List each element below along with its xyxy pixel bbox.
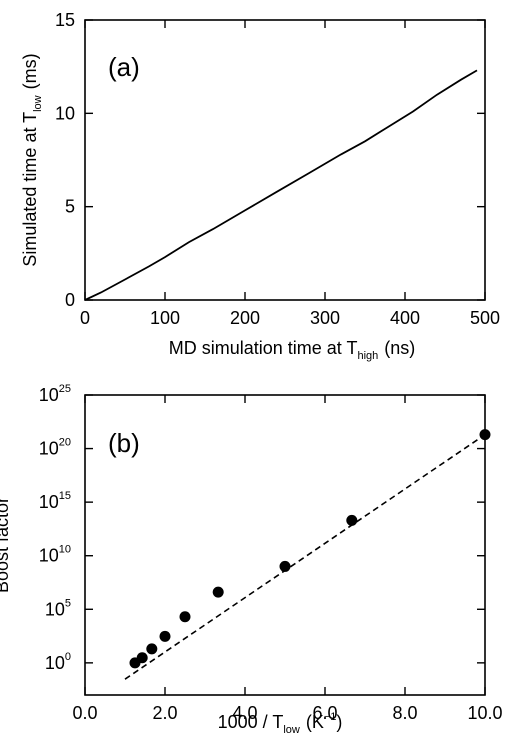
x-tick-label: 200 — [230, 308, 260, 328]
data-point — [346, 514, 358, 526]
data-point — [279, 560, 291, 572]
panel-b-x-axis-label: 1000 / Tlow (K−1) — [218, 711, 343, 735]
panel-b-frame — [84, 394, 486, 696]
y-tick-exponent: 5 — [65, 597, 71, 609]
y-tick-base: 10 — [39, 439, 59, 459]
panel-a-y-ticks: 0 5 10 15 — [55, 10, 485, 310]
x-tick-label: 8.0 — [392, 703, 417, 723]
panel-b: 0.0 2.0 4.0 6.0 8.0 10.0 10010510101015102010… — [0, 383, 503, 735]
panel-a-series-line — [84, 69, 478, 301]
y-tick-label: 1020 — [39, 437, 71, 459]
panel-a-y-axis-label: Simulated time at Tlow(ms) — [20, 53, 44, 266]
x-tick-label: 500 — [470, 308, 500, 328]
x-tick-label: 0.0 — [72, 703, 97, 723]
y-tick-exponent: 20 — [59, 437, 71, 449]
x-tick-label: 2.0 — [152, 703, 177, 723]
y-tick-base: 10 — [39, 546, 59, 566]
y-tick-base: 10 — [45, 599, 65, 619]
data-point — [159, 630, 171, 642]
x-tick-label: 100 — [150, 308, 180, 328]
y-tick-exponent: 0 — [65, 651, 71, 663]
panel-a-x-axis-label: MD simulation time at Thigh (ns) — [169, 338, 416, 362]
y-tick-label: 10 — [55, 103, 75, 123]
x-tick-label: 400 — [390, 308, 420, 328]
y-tick-base: 10 — [39, 385, 59, 405]
panel-a-frame — [84, 19, 486, 301]
y-tick-label: 105 — [45, 597, 71, 619]
panel-b-y-axis-label: Boost factor — [0, 497, 12, 593]
data-point — [479, 429, 491, 441]
y-tick-label: 0 — [65, 290, 75, 310]
y-tick-exponent: 10 — [59, 544, 71, 556]
panel-a-x-ticks: 0 100 200 300 400 500 — [80, 20, 500, 328]
y-tick-base: 10 — [45, 653, 65, 673]
x-tick-label: 10.0 — [467, 703, 502, 723]
x-tick-label: 6.0 — [312, 703, 337, 723]
x-tick-label: 300 — [310, 308, 340, 328]
panel-b-x-ticks: 0.0 2.0 4.0 6.0 8.0 10.0 — [72, 395, 503, 723]
y-tick-exponent: 25 — [59, 383, 71, 395]
x-tick-label: 0 — [80, 308, 90, 328]
y-tick-label: 5 — [65, 197, 75, 217]
y-tick-label: 100 — [45, 651, 71, 673]
y-tick-base: 10 — [39, 492, 59, 512]
y-tick-label: 1015 — [39, 490, 71, 512]
x-tick-label: 4.0 — [232, 703, 257, 723]
panel-a: 0 100 200 300 400 500 0 5 10 15 (a) MD simulatio… — [20, 10, 500, 362]
y-tick-label: 15 — [55, 10, 75, 30]
panel-b-points — [129, 429, 491, 669]
data-point — [136, 652, 148, 664]
data-point — [179, 611, 191, 623]
panel-b-label: (b) — [108, 428, 140, 458]
y-tick-label: 1025 — [39, 383, 71, 405]
y-tick-label: 1010 — [39, 544, 71, 566]
data-point — [212, 586, 224, 598]
panel-a-label: (a) — [108, 52, 140, 82]
y-tick-exponent: 15 — [59, 490, 71, 502]
panel-b-fit-line — [124, 433, 486, 680]
data-point — [146, 643, 158, 655]
